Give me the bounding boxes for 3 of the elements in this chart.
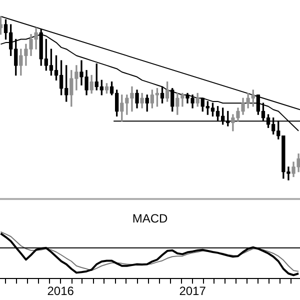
chart-title: MACD [132, 212, 168, 226]
x-tick-label: 2016 [47, 284, 74, 298]
x-tick-label: 2017 [179, 284, 206, 298]
